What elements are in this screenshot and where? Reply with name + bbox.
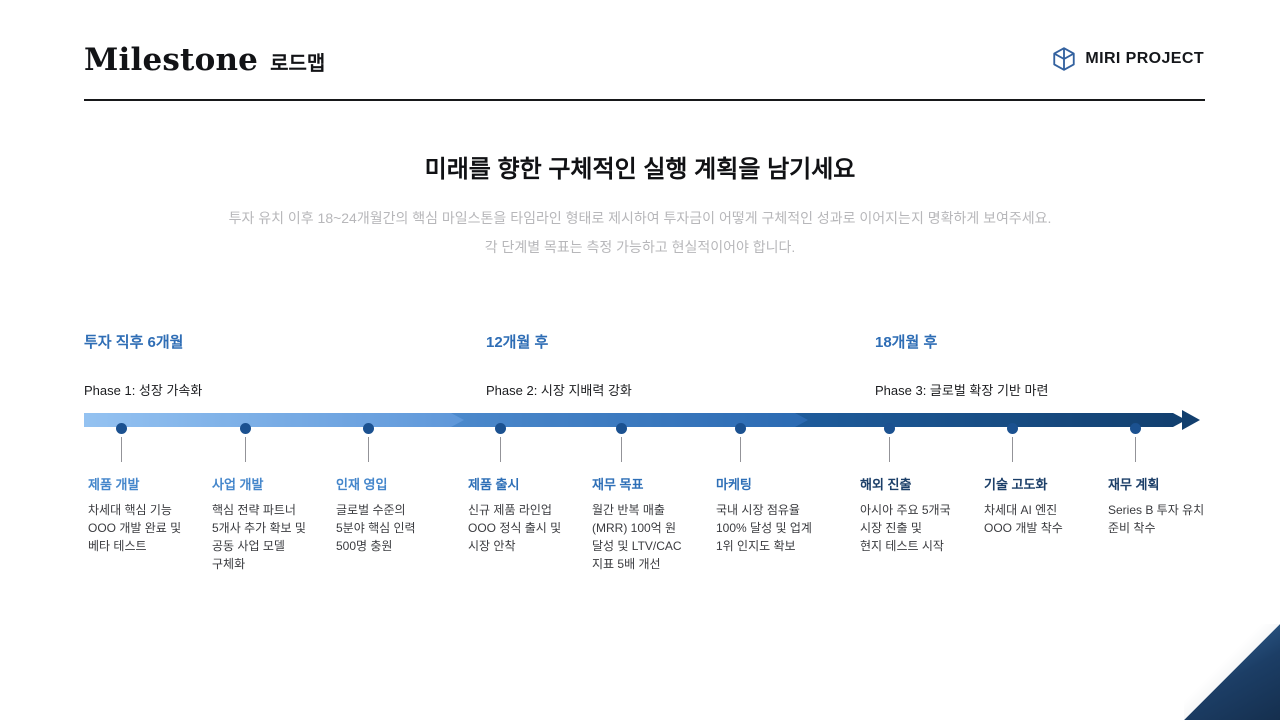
page-title-ko: 로드맵	[270, 53, 326, 75]
milestone-item: 기술 고도화 차세대 AI 엔진 OOO 개발 착수	[984, 474, 1114, 537]
milestone-item: 재무 목표 월간 반복 매출 (MRR) 100억 원 달성 및 LTV/CAC…	[592, 474, 722, 573]
timeline-segment-3	[792, 413, 1186, 427]
milestone-title: 인재 영입	[336, 477, 388, 492]
phase-block-3: 18개월 후 Phase 3: 글로벌 확장 기반 마련	[875, 331, 1048, 399]
timeline-dot	[363, 423, 374, 434]
milestone-description: 글로벌 수준의 5분야 핵심 인력 500명 충원	[336, 503, 416, 553]
milestone-title: 사업 개발	[212, 477, 264, 492]
milestone-item: 해외 진출 아시아 주요 5개국 시장 진출 및 현지 테스트 시작	[860, 474, 990, 555]
milestone-title: 재무 목표	[592, 477, 644, 492]
timeline-dot	[116, 423, 127, 434]
milestone-item: 마케팅 국내 시장 점유율 100% 달성 및 업계 1위 인지도 확보	[716, 474, 846, 555]
timeline-tick	[740, 437, 741, 462]
milestone-title: 기술 고도화	[984, 477, 1048, 492]
milestone-item: 제품 개발 차세대 핵심 기능 OOO 개발 완료 및 베타 테스트	[88, 474, 218, 555]
timeline-tick	[121, 437, 122, 462]
page-title: Milestone 로드맵	[84, 42, 325, 78]
milestone-description: 월간 반복 매출 (MRR) 100억 원 달성 및 LTV/CAC 지표 5배…	[592, 503, 682, 571]
page-title-en: Milestone	[84, 42, 259, 78]
milestone-title: 마케팅	[716, 477, 752, 492]
timeline-tick	[245, 437, 246, 462]
milestone-item: 사업 개발 핵심 전략 파트너 5개사 추가 확보 및 공동 사업 모델 구체화	[212, 474, 342, 573]
milestone-item: 재무 계획 Series B 투자 유치 준비 착수	[1108, 474, 1238, 537]
phase-block-2: 12개월 후 Phase 2: 시장 지배력 강화	[486, 331, 632, 399]
phase-period: 12개월 후	[486, 334, 549, 351]
timeline-bar	[84, 410, 1200, 430]
milestone-description: Series B 투자 유치 준비 착수	[1108, 503, 1205, 535]
brand-logo: MIRI PROJECT	[1051, 46, 1204, 72]
brand-name: MIRI PROJECT	[1085, 50, 1204, 67]
header-divider	[84, 99, 1205, 101]
timeline-tick	[1012, 437, 1013, 462]
section-description-line2: 각 단계별 목표는 측정 가능하고 현실적이어야 합니다.	[484, 239, 796, 255]
milestone-description: 신규 제품 라인업 OOO 정식 출시 및 시장 안착	[468, 503, 562, 553]
milestone-item: 제품 출시 신규 제품 라인업 OOO 정식 출시 및 시장 안착	[468, 474, 598, 555]
phase-label: Phase 1: 성장 가속화	[84, 383, 203, 398]
timeline-tick	[1135, 437, 1136, 462]
timeline-dot	[240, 423, 251, 434]
milestone-title: 제품 출시	[468, 477, 520, 492]
phase-label: Phase 2: 시장 지배력 강화	[486, 383, 632, 398]
page-corner-fold	[1184, 624, 1280, 720]
cube-hexagon-icon	[1051, 46, 1077, 72]
timeline-tick	[368, 437, 369, 462]
milestone-title: 해외 진출	[860, 477, 912, 492]
timeline-tick	[889, 437, 890, 462]
milestone-item: 인재 영입 글로벌 수준의 5분야 핵심 인력 500명 충원	[336, 474, 466, 555]
timeline-dot	[735, 423, 746, 434]
milestone-description: 아시아 주요 5개국 시장 진출 및 현지 테스트 시작	[860, 503, 951, 553]
phase-label: Phase 3: 글로벌 확장 기반 마련	[875, 383, 1049, 398]
timeline-dot	[495, 423, 506, 434]
timeline-segment-1	[84, 413, 464, 427]
phase-period: 투자 직후 6개월	[84, 334, 184, 351]
milestone-description: 핵심 전략 파트너 5개사 추가 확보 및 공동 사업 모델 구체화	[212, 503, 306, 571]
milestone-description: 차세대 AI 엔진 OOO 개발 착수	[984, 503, 1063, 535]
section-heading: 미래를 향한 구체적인 실행 계획을 남기세요	[424, 156, 856, 183]
timeline-dot	[1130, 423, 1141, 434]
timeline-dot	[884, 423, 895, 434]
timeline-dot	[616, 423, 627, 434]
milestone-title: 제품 개발	[88, 477, 140, 492]
phase-block-1: 투자 직후 6개월 Phase 1: 성장 가속화	[84, 331, 202, 399]
timeline-segment-2	[448, 413, 808, 427]
milestone-description: 국내 시장 점유율 100% 달성 및 업계 1위 인지도 확보	[716, 503, 812, 553]
milestone-description: 차세대 핵심 기능 OOO 개발 완료 및 베타 테스트	[88, 503, 182, 553]
timeline-dot	[1007, 423, 1018, 434]
phase-period: 18개월 후	[875, 334, 938, 351]
timeline-tick	[500, 437, 501, 462]
milestone-title: 재무 계획	[1108, 477, 1160, 492]
timeline-tick	[621, 437, 622, 462]
section-description-line1: 투자 유치 이후 18~24개월간의 핵심 마일스톤을 타임라인 형태로 제시하…	[228, 210, 1052, 226]
section-description: 투자 유치 이후 18~24개월간의 핵심 마일스톤을 타임라인 형태로 제시하…	[0, 204, 1280, 262]
